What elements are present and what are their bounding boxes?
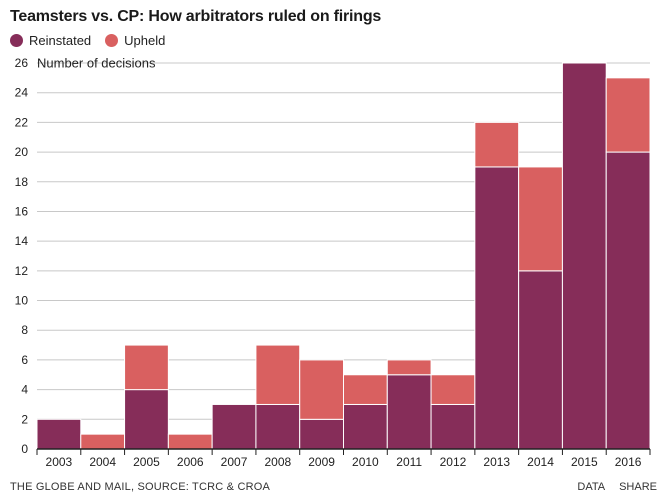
x-tick-label: 2006 bbox=[177, 455, 204, 469]
bar-reinstated bbox=[343, 403, 388, 450]
y-tick-label: 16 bbox=[15, 204, 29, 218]
bar-reinstated bbox=[124, 389, 169, 450]
bar-upheld bbox=[474, 121, 520, 168]
x-tick-label: 2012 bbox=[440, 455, 467, 469]
y-axis-label: Number of decisions bbox=[37, 56, 156, 71]
bar-reinstated bbox=[430, 403, 476, 450]
bar-upheld bbox=[255, 344, 301, 405]
legend-item-reinstated: Reinstated bbox=[10, 33, 91, 48]
bar-upheld bbox=[299, 359, 345, 420]
x-tick-label: 2009 bbox=[308, 455, 335, 469]
bar-reinstated bbox=[211, 403, 257, 450]
legend-label-reinstated: Reinstated bbox=[29, 33, 92, 48]
y-tick-label: 0 bbox=[21, 442, 28, 456]
share-link[interactable]: SHARE bbox=[619, 481, 657, 493]
bar-upheld bbox=[518, 166, 563, 272]
y-tick-label: 12 bbox=[15, 264, 29, 278]
x-tick-label: 2013 bbox=[483, 455, 510, 469]
bar-upheld bbox=[80, 433, 126, 450]
bar-upheld bbox=[343, 374, 388, 405]
bar-upheld bbox=[605, 77, 651, 153]
bar-reinstated bbox=[474, 166, 520, 450]
bar-upheld bbox=[167, 433, 213, 450]
y-tick-label: 4 bbox=[21, 383, 28, 397]
y-tick-label: 2 bbox=[21, 412, 28, 426]
y-tick-label: 24 bbox=[15, 86, 29, 100]
bar-reinstated bbox=[518, 270, 563, 450]
bar-reinstated bbox=[36, 418, 82, 450]
legend-swatch-upheld bbox=[105, 34, 119, 47]
footer-source: THE GLOBE AND MAIL, SOURCE: TCRC & CROA bbox=[10, 481, 271, 493]
y-tick-label: 20 bbox=[15, 145, 29, 159]
x-tick-label: 2007 bbox=[221, 455, 248, 469]
x-tick-label: 2011 bbox=[396, 455, 422, 469]
bar-reinstated bbox=[255, 403, 301, 450]
bar-upheld bbox=[386, 359, 432, 376]
legend-item-upheld: Upheld bbox=[105, 33, 165, 48]
footer-links: DATA SHARE bbox=[563, 481, 657, 493]
x-tick-label: 2014 bbox=[527, 455, 554, 469]
y-tick-label: 8 bbox=[21, 323, 28, 337]
chart-title: Teamsters vs. CP: How arbitrators ruled … bbox=[10, 8, 382, 25]
y-tick-label: 26 bbox=[15, 56, 29, 70]
bar-reinstated bbox=[386, 374, 432, 450]
bar-upheld bbox=[124, 344, 169, 391]
bar-reinstated bbox=[561, 62, 607, 450]
legend: Reinstated Upheld bbox=[10, 33, 179, 48]
legend-swatch-reinstated bbox=[10, 34, 23, 47]
y-tick-label: 18 bbox=[15, 175, 29, 189]
y-tick-label: 6 bbox=[21, 353, 28, 367]
x-tick-label: 2005 bbox=[133, 455, 160, 469]
x-tick-label: 2008 bbox=[264, 455, 291, 469]
x-tick-label: 2016 bbox=[615, 455, 642, 469]
bar-upheld bbox=[430, 374, 476, 405]
x-tick-label: 2003 bbox=[46, 455, 73, 469]
y-tick-label: 14 bbox=[15, 234, 29, 248]
legend-label-upheld: Upheld bbox=[124, 33, 166, 48]
x-tick-label: 2004 bbox=[89, 455, 116, 469]
y-tick-label: 22 bbox=[15, 115, 29, 129]
y-tick-label: 10 bbox=[15, 294, 29, 308]
bar-reinstated bbox=[605, 151, 651, 450]
bar-reinstated bbox=[299, 418, 345, 450]
x-tick-label: 2015 bbox=[571, 455, 598, 469]
data-link[interactable]: DATA bbox=[577, 481, 606, 493]
x-tick-label: 2010 bbox=[352, 455, 379, 469]
